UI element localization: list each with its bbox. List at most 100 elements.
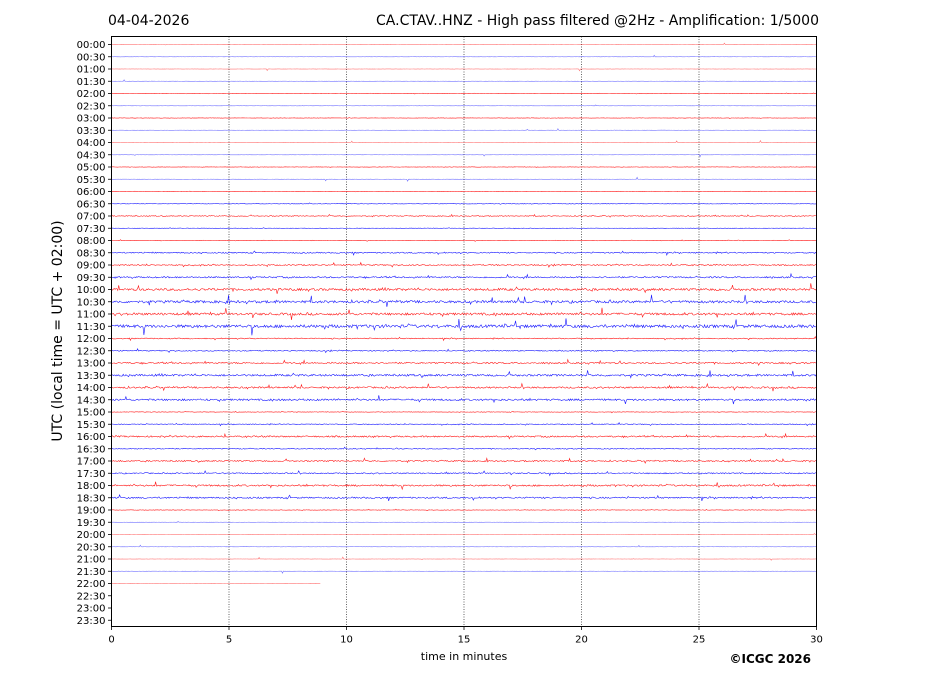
trace-2130 xyxy=(111,570,817,574)
trace-1600 xyxy=(111,432,817,440)
trace-1200 xyxy=(111,335,817,342)
y-tick-label: 06:30 xyxy=(77,199,106,210)
y-tick-label: 14:00 xyxy=(77,383,106,394)
trace-1630 xyxy=(111,446,817,451)
trace-1730 xyxy=(111,470,817,477)
trace-2030 xyxy=(111,544,817,548)
trace-1330 xyxy=(111,370,817,379)
y-tick-label: 15:00 xyxy=(77,408,106,419)
x-tick-label: 20 xyxy=(575,635,588,646)
trace-0730 xyxy=(111,227,817,230)
trace-0130 xyxy=(111,79,817,82)
trace-0430 xyxy=(111,154,817,158)
y-tick-label: 20:00 xyxy=(77,530,106,541)
x-tick-label: 30 xyxy=(810,635,823,646)
y-tick-label: 01:30 xyxy=(77,77,106,88)
trace-0200 xyxy=(111,92,817,95)
trace-0600 xyxy=(111,190,817,193)
trace-1500 xyxy=(111,410,817,414)
y-tick-label: 12:30 xyxy=(77,346,106,357)
y-tick-label: 11:30 xyxy=(77,322,106,333)
y-tick-label: 10:00 xyxy=(77,285,106,296)
y-tick-label: 05:30 xyxy=(77,175,106,186)
y-tick-label: 03:30 xyxy=(77,126,106,137)
y-tick-label: 12:00 xyxy=(77,334,106,345)
x-tick-label: 5 xyxy=(226,635,232,646)
y-tick-label: 01:00 xyxy=(77,65,106,76)
y-tick-label: 21:30 xyxy=(77,567,106,578)
trace-1930 xyxy=(111,521,817,523)
y-tick-label: 23:30 xyxy=(77,616,106,627)
trace-0330 xyxy=(111,128,817,131)
y-tick-label: 13:30 xyxy=(77,371,106,382)
y-tick-label: 20:30 xyxy=(77,542,106,553)
trace-0800 xyxy=(111,239,817,242)
trace-0630 xyxy=(111,202,817,205)
trace-1230 xyxy=(111,348,817,354)
trace-0300 xyxy=(111,117,817,119)
x-axis-ticks: 0 5 10 15 20 25 30 xyxy=(108,626,823,646)
y-tick-label: 00:00 xyxy=(77,40,106,51)
trace-1300 xyxy=(111,358,817,366)
trace-1800 xyxy=(111,481,817,491)
trace-1030 xyxy=(111,294,817,307)
trace-1900 xyxy=(111,508,817,512)
y-tick-label: 10:30 xyxy=(77,297,106,308)
y-tick-label: 18:30 xyxy=(77,493,106,504)
x-tick-label: 0 xyxy=(108,635,114,646)
x-tick-label: 10 xyxy=(340,635,353,646)
trace-0230 xyxy=(111,104,817,107)
trace-0000 xyxy=(111,42,817,46)
y-tick-label: 08:30 xyxy=(77,248,106,259)
x-axis-label: time in minutes xyxy=(421,650,508,663)
trace-1430 xyxy=(111,395,817,405)
y-tick-label: 07:00 xyxy=(77,212,106,223)
trace-1400 xyxy=(111,382,817,392)
y-tick-label: 07:30 xyxy=(77,224,106,235)
x-tick-label: 25 xyxy=(693,635,706,646)
y-tick-label: 02:30 xyxy=(77,101,106,112)
trace-0030 xyxy=(111,54,817,58)
trace-1830 xyxy=(111,494,817,502)
y-tick-label: 16:30 xyxy=(77,444,106,455)
y-tick-label: 05:00 xyxy=(77,163,106,174)
y-tick-label: 14:30 xyxy=(77,395,106,406)
y-tick-label: 08:00 xyxy=(77,236,106,247)
y-tick-label: 02:00 xyxy=(77,89,106,100)
y-tick-label: 23:00 xyxy=(77,604,106,615)
trace-2100 xyxy=(111,556,817,561)
trace-0700 xyxy=(111,213,817,218)
y-tick-label: 04:00 xyxy=(77,138,106,149)
trace-1530 xyxy=(111,422,817,427)
y-tick-label: 19:00 xyxy=(77,506,106,517)
trace-0930 xyxy=(111,272,817,281)
trace-0830 xyxy=(111,250,817,257)
trace-2000 xyxy=(111,533,817,536)
y-tick-label: 00:30 xyxy=(77,52,106,63)
trace-1100 xyxy=(111,307,817,320)
y-tick-label: 03:00 xyxy=(77,114,106,125)
y-tick-label: 06:00 xyxy=(77,187,106,198)
seismic-traces xyxy=(111,42,817,584)
y-tick-label: 09:30 xyxy=(77,273,106,284)
y-tick-label: 22:30 xyxy=(77,591,106,602)
plot-frame xyxy=(111,36,817,627)
trace-0100 xyxy=(111,68,817,72)
y-tick-label: 21:00 xyxy=(77,555,106,566)
y-tick-label: 09:00 xyxy=(77,261,106,272)
copyright-label: ©ICGC 2026 xyxy=(729,652,811,666)
trace-0400 xyxy=(111,139,817,144)
y-tick-label: 04:30 xyxy=(77,150,106,161)
x-tick-label: 15 xyxy=(458,635,471,646)
y-tick-label: 15:30 xyxy=(77,420,106,431)
trace-0500 xyxy=(111,166,817,168)
y-tick-label: 11:00 xyxy=(77,310,106,321)
trace-1130 xyxy=(111,318,817,336)
trace-1700 xyxy=(111,457,817,464)
date-label: 04-04-2026 xyxy=(108,13,189,29)
y-tick-label: 18:00 xyxy=(77,481,106,492)
y-tick-label: 17:30 xyxy=(77,469,106,480)
trace-1000 xyxy=(111,283,817,294)
